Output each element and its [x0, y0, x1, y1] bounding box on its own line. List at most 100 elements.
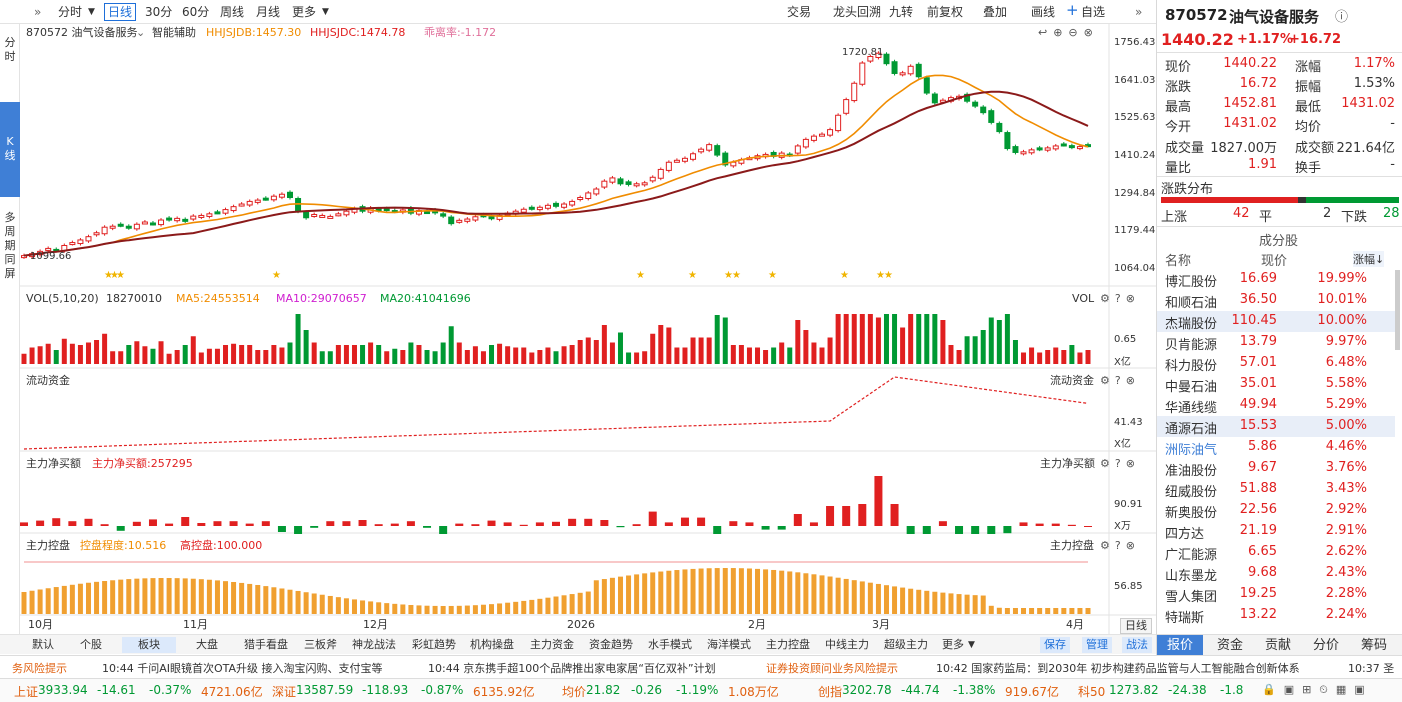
news-item[interactable]: 务风险提示: [12, 662, 67, 675]
status-tools-icon[interactable]: 🔒▣⊞⏲▦▣: [1262, 683, 1373, 696]
dropdown-icon[interactable]: ⌄: [136, 26, 146, 39]
index-name[interactable]: 均价: [562, 685, 587, 699]
tab-daily[interactable]: 日线: [104, 3, 137, 21]
chart-area[interactable]: ★ ★ ★ ★ ★ ★ ★ ★ ★ ★ ★ ★ 870572 油气设备服务 ⌄ 智能辅助 HHJSJD…: [20, 24, 1156, 634]
chevron-down-icon[interactable]: ▼: [968, 640, 975, 650]
list-item[interactable]: 雪人集团 19.25 2.28%: [1157, 584, 1395, 605]
tab-more[interactable]: 更多: [942, 638, 964, 651]
list-item[interactable]: 广汇能源 6.65 2.62%: [1157, 542, 1395, 563]
list-item[interactable]: 博汇股份 16.69 19.99%: [1157, 269, 1395, 290]
tab-stock[interactable]: 个股: [80, 638, 102, 651]
add-icon[interactable]: +: [1066, 1, 1079, 19]
tab-weekly[interactable]: 周线: [220, 5, 245, 19]
tab-ocean[interactable]: 海洋模式: [707, 638, 751, 651]
panel-settings-icon[interactable]: ⚙?⊗: [1100, 292, 1140, 305]
tab-three-axe[interactable]: 三板斧: [304, 638, 337, 651]
list-item[interactable]: 纽威股份 51.88 3.43%: [1157, 479, 1395, 500]
list-item[interactable]: 杰瑞股份 110.45 10.00%: [1157, 311, 1395, 332]
candle: [166, 217, 173, 221]
tab-default[interactable]: 默认: [32, 638, 54, 651]
tab-chips[interactable]: 筹码: [1360, 638, 1387, 653]
col-pct[interactable]: 涨幅↓: [1353, 251, 1385, 267]
tab-timeshare[interactable]: 分时: [58, 5, 83, 19]
tab-sailor[interactable]: 水手模式: [648, 638, 692, 651]
list-item[interactable]: 通源石油 15.53 5.00%: [1157, 416, 1395, 437]
tab-fund[interactable]: 资金: [1216, 638, 1243, 653]
tab-quote[interactable]: 报价: [1157, 635, 1203, 657]
tab-super-main[interactable]: 超级主力: [884, 638, 928, 651]
overlay-button[interactable]: 叠加: [983, 5, 1008, 19]
index-name[interactable]: 科50: [1078, 685, 1106, 699]
tab-rainbow[interactable]: 彩虹趋势: [412, 638, 456, 651]
volume-bar: [972, 336, 978, 364]
list-item[interactable]: 中曼石油 35.01 5.58%: [1157, 374, 1395, 395]
tab-contribution[interactable]: 贡献: [1264, 638, 1291, 653]
list-item[interactable]: 和顺石油 36.50 10.01%: [1157, 290, 1395, 311]
star-icon: ★: [636, 270, 645, 281]
period-label[interactable]: 日线: [1120, 618, 1152, 634]
panel-settings-icon[interactable]: ⚙?⊗: [1100, 539, 1140, 552]
expand-icon[interactable]: »: [1135, 5, 1143, 19]
panel-settings-icon[interactable]: ⚙?⊗: [1100, 457, 1140, 470]
sidebar-item-timeshare[interactable]: 分时: [0, 36, 20, 64]
panel-settings-icon[interactable]: ⚙?⊗: [1100, 374, 1140, 387]
index-name[interactable]: 深证: [272, 685, 297, 699]
nine-turn-button[interactable]: 九转: [889, 5, 914, 19]
chevron-down-icon[interactable]: ▼: [322, 7, 329, 17]
list-item[interactable]: 洲际油气 5.86 4.46%: [1157, 437, 1395, 458]
index-name[interactable]: 创指: [818, 685, 843, 699]
control-bar: [45, 588, 51, 614]
news-item[interactable]: 证券投资顾问业务风险提示: [766, 662, 898, 675]
list-item[interactable]: 山东墨龙 9.68 2.43%: [1157, 563, 1395, 584]
list-item[interactable]: 特瑞斯 13.22 2.24%: [1157, 605, 1395, 626]
list-item[interactable]: 贝肯能源 13.79 9.97%: [1157, 332, 1395, 353]
dropdown-icon[interactable]: ▼: [88, 7, 95, 17]
fq-button[interactable]: 前复权: [927, 5, 964, 19]
strategy-button[interactable]: 战法: [1122, 637, 1152, 653]
tab-mid-main[interactable]: 中线主力: [825, 638, 869, 651]
tab-30min[interactable]: 30分: [145, 5, 173, 19]
draw-button[interactable]: 画线: [1031, 5, 1056, 19]
sidebar-item-multi-period[interactable]: 多周期同屏: [0, 211, 20, 281]
tab-dragon[interactable]: 神龙战法: [352, 638, 396, 651]
tab-60min[interactable]: 60分: [182, 5, 210, 19]
list-item[interactable]: 四方达 21.19 2.91%: [1157, 521, 1395, 542]
col-price[interactable]: 现价: [1261, 254, 1288, 269]
tab-price-dist[interactable]: 分价: [1312, 638, 1339, 653]
list-item[interactable]: 华通线缆 49.94 5.29%: [1157, 395, 1395, 416]
tab-monthly[interactable]: 月线: [256, 5, 281, 19]
scrollbar[interactable]: [1395, 270, 1400, 350]
value: 1827.00万: [1210, 141, 1277, 156]
chart-controls-icon[interactable]: ↩⊕⊖⊗: [1038, 26, 1099, 39]
tab-main-control[interactable]: 主力控盘: [766, 638, 810, 651]
news-item[interactable]: 10:37 圣: [1348, 662, 1395, 675]
list-item[interactable]: 新奥股份 22.56 2.92%: [1157, 500, 1395, 521]
kline-chart[interactable]: ★★★ ★ ★ ★ ★ ★ ★ ★ ★ ★: [20, 24, 1156, 634]
tab-sector[interactable]: 板块: [122, 637, 176, 653]
volume-bar: [271, 345, 277, 364]
assist-label[interactable]: 智能辅助: [152, 26, 196, 39]
index-name[interactable]: 上证: [14, 685, 39, 699]
watchlist-button[interactable]: 自选: [1081, 5, 1106, 19]
tab-more[interactable]: 更多: [292, 5, 317, 19]
news-item[interactable]: 10:44 京东携手超100个品牌推出家电家居“百亿双补”计划: [428, 662, 716, 675]
tab-institution[interactable]: 机构操盘: [470, 638, 514, 651]
list-item[interactable]: 准油股份 9.67 3.76%: [1157, 458, 1395, 479]
news-item[interactable]: 10:42 国家药监局：到2030年 初步构建药品监管与人工智能融合创新体系: [936, 662, 1300, 675]
leader-review-button[interactable]: 龙头回溯: [833, 5, 882, 19]
trade-button[interactable]: 交易: [787, 5, 812, 19]
tab-hunter[interactable]: 猎手看盘: [244, 638, 288, 651]
info-icon[interactable]: ⓘ: [1335, 10, 1349, 25]
tab-market[interactable]: 大盘: [196, 638, 218, 651]
save-button[interactable]: 保存: [1040, 637, 1070, 653]
tab-main-fund[interactable]: 主力资金: [530, 638, 574, 651]
manage-button[interactable]: 管理: [1082, 637, 1112, 653]
col-name[interactable]: 名称: [1165, 254, 1192, 269]
list-item[interactable]: 科力股份 57.01 6.48%: [1157, 353, 1395, 374]
collapse-icon[interactable]: »: [34, 5, 42, 19]
candle: [287, 191, 293, 199]
news-item[interactable]: 10:44 千问AI眼镜首次OTA升级 接入淘宝闪购、支付宝等: [102, 662, 383, 675]
tab-fund-trend[interactable]: 资金趋势: [589, 638, 633, 651]
quote-row: 成交量 1827.00万 成交额 221.64亿: [1165, 135, 1395, 156]
